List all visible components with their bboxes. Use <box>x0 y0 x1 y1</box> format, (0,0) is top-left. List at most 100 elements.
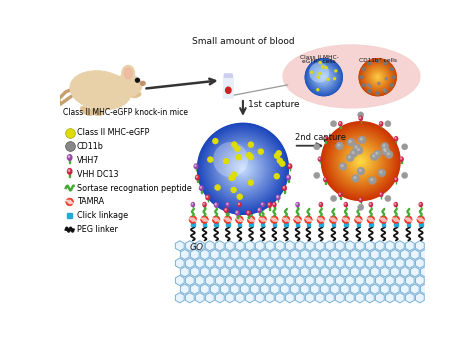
Circle shape <box>318 72 321 75</box>
Circle shape <box>318 71 330 84</box>
Circle shape <box>313 66 334 88</box>
Circle shape <box>314 172 320 179</box>
Circle shape <box>202 128 283 209</box>
Circle shape <box>320 73 328 81</box>
Ellipse shape <box>395 137 396 139</box>
Circle shape <box>240 166 246 172</box>
Circle shape <box>277 158 283 164</box>
FancyArrow shape <box>288 179 289 182</box>
Circle shape <box>358 204 364 211</box>
Circle shape <box>325 125 397 197</box>
Ellipse shape <box>247 212 249 213</box>
Circle shape <box>200 126 286 212</box>
Circle shape <box>274 152 280 159</box>
Circle shape <box>378 169 386 177</box>
Circle shape <box>346 147 375 176</box>
Circle shape <box>335 136 386 187</box>
Circle shape <box>306 60 341 95</box>
Ellipse shape <box>380 122 383 126</box>
Circle shape <box>201 216 209 223</box>
Circle shape <box>308 62 339 93</box>
Text: Class II MHC-: Class II MHC- <box>300 55 338 61</box>
Circle shape <box>323 76 325 78</box>
Ellipse shape <box>238 203 239 205</box>
Ellipse shape <box>277 196 278 197</box>
Circle shape <box>231 141 237 148</box>
Circle shape <box>236 161 250 176</box>
Ellipse shape <box>214 203 218 207</box>
Circle shape <box>311 64 337 90</box>
Ellipse shape <box>236 212 237 213</box>
Circle shape <box>373 73 382 82</box>
Circle shape <box>385 151 393 158</box>
Circle shape <box>322 75 326 79</box>
Ellipse shape <box>273 203 274 205</box>
Circle shape <box>224 150 262 188</box>
Circle shape <box>370 69 386 85</box>
Circle shape <box>401 144 408 150</box>
Circle shape <box>310 71 313 74</box>
Circle shape <box>329 129 392 193</box>
Circle shape <box>228 155 257 183</box>
Circle shape <box>328 128 393 193</box>
Circle shape <box>353 144 361 151</box>
Circle shape <box>347 148 374 175</box>
Ellipse shape <box>226 87 231 93</box>
Circle shape <box>310 63 338 92</box>
Circle shape <box>324 125 397 198</box>
Ellipse shape <box>360 199 361 200</box>
Circle shape <box>351 152 370 171</box>
Circle shape <box>218 143 268 194</box>
Circle shape <box>319 72 329 82</box>
Ellipse shape <box>380 192 383 197</box>
Circle shape <box>383 149 387 152</box>
Circle shape <box>346 154 354 162</box>
Circle shape <box>189 216 197 223</box>
Circle shape <box>219 144 267 193</box>
Circle shape <box>373 72 383 82</box>
Circle shape <box>273 173 280 180</box>
Circle shape <box>348 148 374 174</box>
Circle shape <box>209 135 277 203</box>
Circle shape <box>348 149 373 174</box>
Circle shape <box>305 59 342 96</box>
FancyBboxPatch shape <box>223 76 233 98</box>
Circle shape <box>373 72 383 82</box>
Circle shape <box>368 68 387 86</box>
Circle shape <box>384 89 388 93</box>
Ellipse shape <box>122 65 135 81</box>
Circle shape <box>231 157 255 180</box>
Circle shape <box>203 129 283 209</box>
Circle shape <box>220 146 265 191</box>
Circle shape <box>342 143 379 180</box>
Circle shape <box>362 62 393 93</box>
Circle shape <box>355 156 366 167</box>
Circle shape <box>223 158 229 164</box>
Circle shape <box>323 124 398 199</box>
Text: Class II MHC-eGFP: Class II MHC-eGFP <box>77 128 149 137</box>
Ellipse shape <box>70 71 131 110</box>
Circle shape <box>321 121 401 201</box>
Circle shape <box>207 156 213 163</box>
Ellipse shape <box>203 203 205 205</box>
Circle shape <box>241 166 245 171</box>
Circle shape <box>230 187 237 193</box>
Circle shape <box>319 73 328 81</box>
Circle shape <box>349 140 352 143</box>
Circle shape <box>372 71 383 83</box>
Circle shape <box>315 69 332 86</box>
Circle shape <box>323 77 325 78</box>
Ellipse shape <box>110 75 142 98</box>
Circle shape <box>359 169 362 172</box>
Circle shape <box>372 155 375 158</box>
Circle shape <box>356 157 365 166</box>
Ellipse shape <box>124 68 132 79</box>
Circle shape <box>199 124 287 213</box>
Circle shape <box>349 150 372 173</box>
Circle shape <box>352 174 360 182</box>
Circle shape <box>310 63 337 91</box>
Ellipse shape <box>195 165 196 166</box>
Ellipse shape <box>359 116 362 120</box>
Circle shape <box>376 59 380 63</box>
Circle shape <box>236 162 250 176</box>
